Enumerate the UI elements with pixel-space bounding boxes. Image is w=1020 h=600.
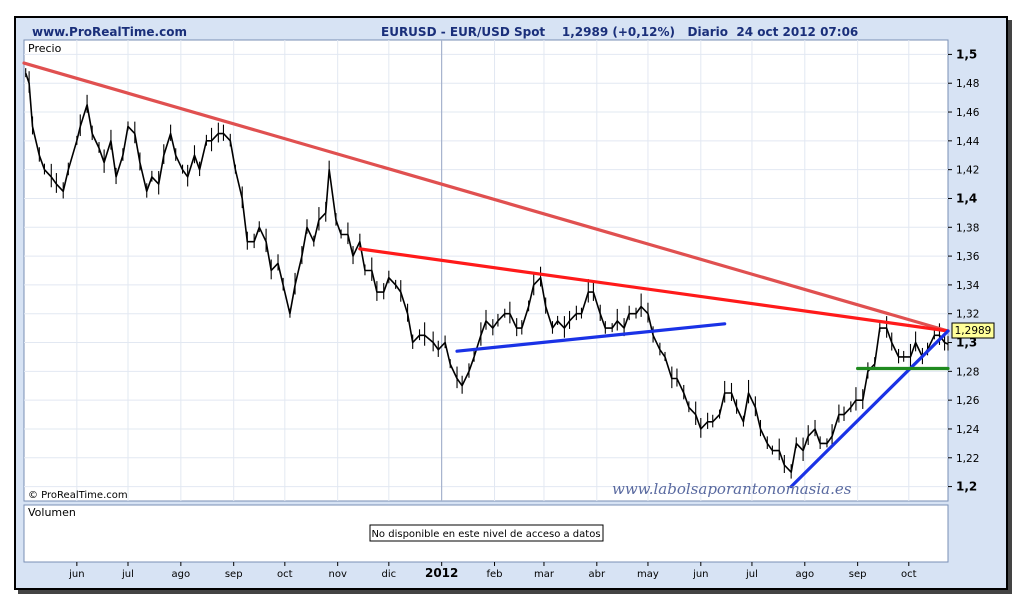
y-tick-label: 1,28 xyxy=(956,366,979,378)
x-tick-label: jun xyxy=(68,569,84,580)
price-series xyxy=(24,68,949,479)
y-tick-label: 1,48 xyxy=(956,78,979,90)
y-tick-label: 1,3 xyxy=(956,336,977,350)
x-tick-label: dic xyxy=(382,569,397,580)
y-tick-label: 1,46 xyxy=(956,107,980,119)
y-tick-label: 1,4 xyxy=(956,191,977,205)
y-tick-label: 1,22 xyxy=(956,453,979,465)
trendline-1 xyxy=(22,61,950,333)
copyright-text: © ProRealTime.com xyxy=(28,490,128,501)
x-tick-label: 2012 xyxy=(425,566,458,580)
chart-title: EURUSD - EUR/USD Spot 1,2989 (+0,12%) Di… xyxy=(381,25,859,39)
price-chart: 1,2 1,22 1,24 1,26 1,28 1,3 1,32 1,34 1,36 1,38 1,… xyxy=(22,39,995,580)
chart-frame: www.ProRealTime.com EURUSD - EUR/USD Spo… xyxy=(14,16,1008,590)
x-tick-label: nov xyxy=(328,569,346,580)
volume-notice: No disponible en este nivel de acceso a … xyxy=(369,524,604,542)
trendlines xyxy=(22,61,950,489)
y-tick-label: 1,36 xyxy=(956,251,980,263)
x-tick-label: jul xyxy=(745,569,758,580)
x-tick-label: feb xyxy=(487,569,503,580)
y-axis: 1,2 1,22 1,24 1,26 1,28 1,3 1,32 1,34 1,36 1,38 1,… xyxy=(948,47,980,494)
volume-notice-text: No disponible en este nivel de acceso a … xyxy=(371,529,600,540)
x-tick-label: oct xyxy=(901,569,917,580)
current-price-value: 1,2989 xyxy=(955,325,992,337)
trendline-3 xyxy=(455,322,727,353)
y-tick-label: 1,32 xyxy=(956,309,979,321)
y-tick-label: 1,2 xyxy=(956,480,977,494)
site-name: www.ProRealTime.com xyxy=(32,25,187,39)
y-tick-label: 1,26 xyxy=(956,395,980,407)
x-tick-label: abr xyxy=(589,569,606,580)
y-tick-label: 1,34 xyxy=(956,280,980,292)
trendline-4 xyxy=(789,329,950,489)
y-tick-label: 1,38 xyxy=(956,222,979,234)
price-panel-label: Precio xyxy=(28,42,62,55)
trendline-2 xyxy=(358,247,950,333)
current-price-tag: 1,2989 xyxy=(951,322,995,339)
grid xyxy=(24,40,948,501)
x-tick-label: oct xyxy=(277,569,293,580)
y-tick-label: 1,24 xyxy=(956,424,980,436)
x-tick-label: sep xyxy=(225,569,243,580)
y-tick-label: 1,42 xyxy=(956,165,979,177)
x-tick-label: sep xyxy=(849,569,867,580)
x-axis: jun jul ago sep oct nov dic 2012 feb mar abr may jun… xyxy=(68,562,917,580)
x-tick-label: mar xyxy=(534,569,555,580)
x-tick-label: jun xyxy=(692,569,708,580)
price-plot-area xyxy=(23,39,949,502)
watermark: www.labolsaporantonomasia.es xyxy=(612,480,852,498)
x-tick-label: ago xyxy=(796,569,815,580)
volume-panel-label: Volumen xyxy=(28,506,76,519)
x-tick-label: may xyxy=(637,569,659,580)
y-tick-label: 1,5 xyxy=(956,47,977,61)
y-tick-label: 1,44 xyxy=(956,136,980,148)
x-tick-label: ago xyxy=(172,569,191,580)
x-tick-label: jul xyxy=(121,569,134,580)
